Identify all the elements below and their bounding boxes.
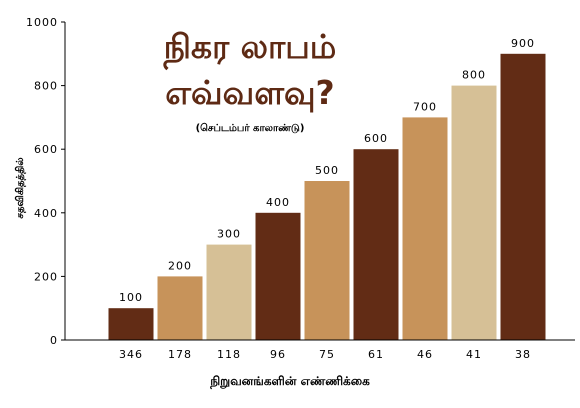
- bar-41: [451, 85, 497, 340]
- y-tick-label: 600: [34, 143, 58, 156]
- y-tick-label: 800: [34, 80, 58, 93]
- axes-layer: [64, 22, 575, 341]
- bar-value-label: 400: [266, 196, 290, 209]
- x-tick-label: 38: [515, 348, 531, 361]
- x-ticks: 346 178 118 96 75 61 46 41 38: [119, 348, 531, 361]
- bar-value-label: 500: [315, 164, 339, 177]
- x-tick-label: 75: [319, 348, 335, 361]
- bar-38: [500, 53, 546, 341]
- chart-title-line-2: எவ்வளவு?: [165, 73, 334, 113]
- bars-layer: [108, 53, 546, 341]
- bar-value-label: 600: [364, 132, 388, 145]
- chart-subtitle: (செப்டம்பர் காலாண்டு): [196, 122, 305, 134]
- bar-value-label: 200: [168, 259, 192, 272]
- y-tick-label: 200: [34, 270, 58, 283]
- y-axis-label: சதவிகிதத்தில்: [14, 157, 26, 218]
- x-tick-label: 96: [270, 348, 286, 361]
- chart-title-line-1: நிகர லாபம்: [163, 27, 337, 70]
- bar-96: [255, 212, 301, 340]
- y-tick-label: 400: [34, 207, 58, 220]
- bar-346: [108, 308, 154, 340]
- bar-46: [402, 117, 448, 341]
- x-tick-label: 61: [368, 348, 384, 361]
- bar-value-labels: 100 200 300 400 500 600 700 800 900: [119, 37, 535, 304]
- bar-118: [206, 244, 252, 340]
- y-tick-label: 1000: [26, 16, 58, 29]
- x-tick-label: 118: [217, 348, 241, 361]
- bar-value-label: 700: [413, 100, 437, 113]
- bar-value-label: 100: [119, 291, 143, 304]
- y-ticks: 0 200 400 600 800 1000: [26, 16, 65, 347]
- x-tick-label: 178: [168, 348, 192, 361]
- bar-178: [157, 276, 203, 340]
- x-tick-label: 46: [417, 348, 433, 361]
- x-tick-label: 346: [119, 348, 143, 361]
- bar-value-label: 900: [511, 37, 535, 50]
- bar-61: [353, 149, 399, 340]
- y-tick-label: 0: [50, 334, 58, 347]
- bar-value-label: 300: [217, 228, 241, 241]
- x-tick-label: 41: [466, 348, 482, 361]
- bar-value-label: 800: [462, 69, 486, 82]
- x-axis-label: நிறுவனங்களின் எண்ணிக்கை: [209, 374, 370, 389]
- bar-75: [304, 181, 350, 340]
